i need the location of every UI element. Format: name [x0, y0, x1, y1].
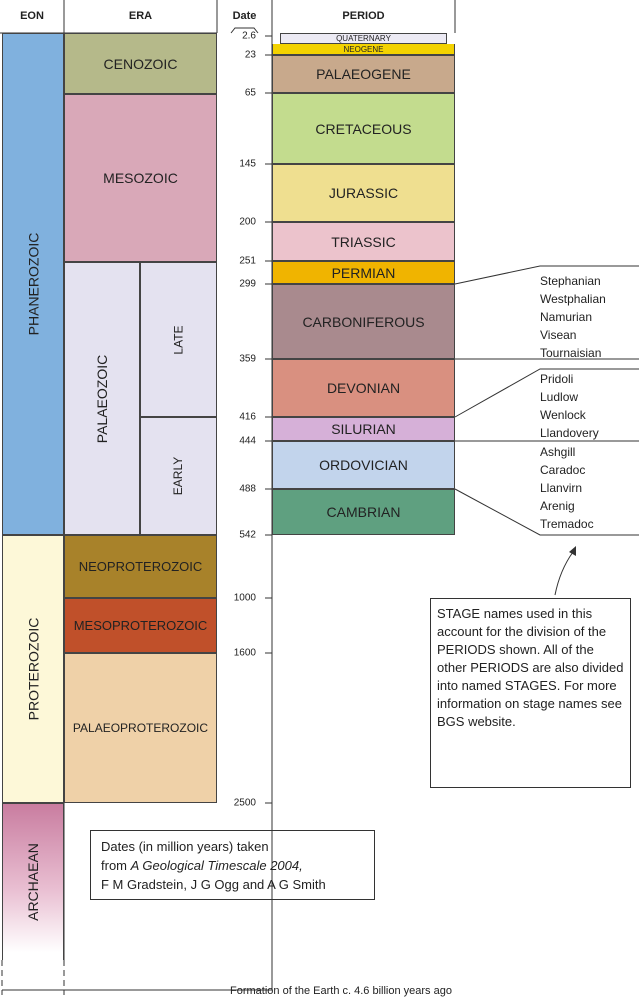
- era: MESOZOIC: [64, 94, 217, 262]
- source-text: Dates (in million years) taken: [101, 839, 269, 854]
- stage-list: Ashgill Caradoc Llanvirn Arenig Tremadoc: [540, 443, 594, 533]
- eon-label: PROTEROZOIC: [25, 617, 42, 721]
- date: 200: [239, 216, 256, 228]
- date: 359: [239, 353, 256, 365]
- stage: Stephanian: [540, 274, 601, 288]
- stage: Wenlock: [540, 408, 586, 422]
- period: ORDOVICIAN: [272, 441, 455, 489]
- period: NEOGENE: [272, 44, 455, 55]
- era-label: NEOPROTEROZOIC: [78, 559, 203, 574]
- subdivision: EARLY: [140, 417, 217, 535]
- date: 65: [244, 87, 256, 99]
- period: CAMBRIAN: [272, 489, 455, 535]
- header: Date: [232, 10, 257, 22]
- period: TRIASSIC: [272, 222, 455, 261]
- date: 416: [239, 411, 256, 423]
- period-label: PERMIAN: [331, 264, 396, 281]
- period-label: SILURIAN: [331, 421, 396, 437]
- subdivision-label: EARLY: [171, 456, 186, 496]
- subdivision: LATE: [140, 262, 217, 417]
- era-label: CENOZOIC: [103, 55, 178, 72]
- era-label: MESOPROTEROZOIC: [73, 618, 208, 633]
- stage: Namurian: [540, 310, 593, 324]
- period: JURASSIC: [272, 164, 455, 222]
- era-label: PALAEOPROTEROZOIC: [72, 721, 209, 735]
- subdivision-label: LATE: [171, 324, 186, 355]
- stage: Ludlow: [540, 390, 579, 404]
- header: PERIOD: [342, 10, 385, 22]
- stage: Westphalian: [540, 292, 606, 306]
- period: DEVONIAN: [272, 359, 455, 417]
- stage: Ashgill: [540, 445, 576, 459]
- stage: Arenig: [540, 499, 575, 513]
- era-label: MESOZOIC: [103, 170, 178, 186]
- era-label: PALAEOZOIC: [94, 354, 110, 443]
- period: QUATERNARY: [280, 33, 447, 44]
- date: 299: [239, 278, 256, 290]
- era: MESOPROTEROZOIC: [64, 598, 217, 653]
- header: EON: [20, 10, 44, 22]
- era: PALAEOPROTEROZOIC: [64, 653, 217, 803]
- stage: Llanvirn: [540, 481, 583, 495]
- footer: Formation of the Earth c. 4.6 billion ye…: [230, 985, 452, 997]
- date: 1000: [233, 592, 256, 604]
- date: 251: [239, 255, 256, 267]
- era: CENOZOIC: [64, 33, 217, 94]
- stage: Llandovery: [540, 426, 599, 440]
- date: 2.6: [242, 30, 256, 42]
- source-title: A Geological Timescale 2004,: [130, 858, 303, 873]
- period-label: TRIASSIC: [331, 233, 396, 250]
- eon: PROTEROZOIC: [2, 535, 64, 803]
- header: ERA: [128, 10, 153, 22]
- period-label: PALAEOGENE: [316, 66, 411, 82]
- eon-label: PHANEROZOIC: [25, 232, 41, 336]
- date: 542: [239, 529, 256, 541]
- period-label: JURASSIC: [328, 185, 399, 201]
- source-text: from: [101, 858, 131, 873]
- period-label: ORDOVICIAN: [319, 457, 408, 473]
- period: PERMIAN: [272, 261, 455, 284]
- date: 145: [239, 158, 256, 170]
- eon: ARCHAEAN: [2, 803, 64, 960]
- period-label: QUATERNARY: [336, 34, 391, 43]
- period: CRETACEOUS: [272, 93, 455, 164]
- period-label: CRETACEOUS: [315, 120, 412, 137]
- source-line: from A Geological Timescale 2004,: [101, 856, 364, 875]
- source-box: Dates (in million years) taken from A Ge…: [90, 830, 375, 900]
- note: STAGE names used in this account for the…: [430, 598, 631, 788]
- period: PALAEOGENE: [272, 55, 455, 93]
- stage-list: Stephanian Westphalian Namurian Visean Tourn…: [540, 272, 606, 362]
- stage: Visean: [540, 328, 577, 342]
- date: 23: [244, 49, 256, 61]
- period: SILURIAN: [272, 417, 455, 441]
- period-label: DEVONIAN: [326, 380, 401, 396]
- stage: Pridoli: [540, 372, 574, 386]
- era: NEOPROTEROZOIC: [64, 535, 217, 598]
- source-text: F M Gradstein, J G Ogg and A G Smith: [101, 877, 326, 892]
- era: PALAEOZOIC: [64, 262, 140, 535]
- period-label: CAMBRIAN: [326, 504, 401, 520]
- date: 1600: [233, 647, 256, 659]
- eon-label: ARCHAEAN: [25, 843, 42, 921]
- eon: PHANEROZOIC: [2, 33, 64, 535]
- date: 488: [239, 483, 256, 495]
- date: 2500: [233, 797, 256, 809]
- date: 444: [239, 435, 256, 447]
- period: CARBONIFEROUS: [272, 284, 455, 359]
- stage-list: Pridoli Ludlow Wenlock Llandovery: [540, 370, 599, 442]
- stage: Tournaisian: [540, 346, 602, 360]
- stage: Tremadoc: [540, 517, 594, 531]
- period-label: NEOGENE: [343, 44, 384, 54]
- stage: Caradoc: [540, 463, 586, 477]
- period-label: CARBONIFEROUS: [302, 313, 425, 330]
